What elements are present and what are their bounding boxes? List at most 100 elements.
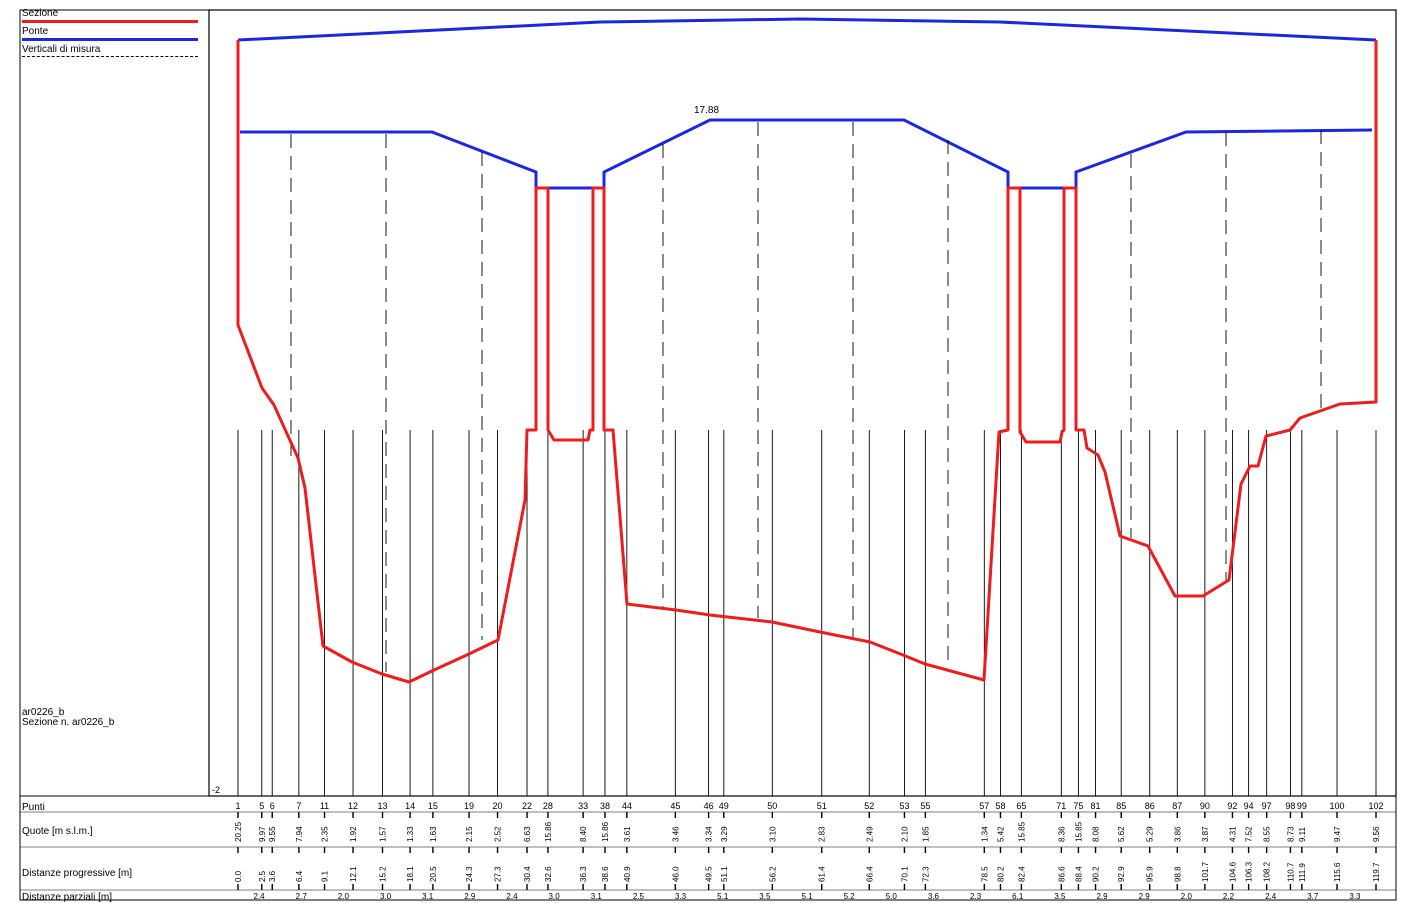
- point-elevation: 1.63: [429, 826, 438, 842]
- legend-swatch: [22, 56, 198, 57]
- point-elevation: 7.52: [1245, 826, 1254, 842]
- legend-label: Sezione: [22, 8, 59, 19]
- point-progressive-distance: 49.5: [705, 866, 714, 882]
- point-elevation: 1.33: [406, 826, 415, 842]
- riverbed-section: [236, 40, 1378, 684]
- point-elevation: 20.25: [234, 821, 243, 842]
- legend-label: Verticali di misura: [22, 44, 101, 55]
- point-elevation: 9.55: [268, 826, 277, 842]
- point-elevation: 6.63: [523, 826, 532, 842]
- point-number: 99: [1297, 801, 1307, 811]
- partial-distance: 3.3: [1349, 892, 1361, 901]
- point-number: 13: [378, 801, 388, 811]
- point-elevation: 15.86: [544, 821, 553, 842]
- point-number: 58: [995, 801, 1005, 811]
- section-identification: ar0226_b Sezione n. ar0226_b: [22, 708, 114, 728]
- point-elevation: 9.11: [1298, 826, 1307, 842]
- point-progressive-distance: 106.3: [1245, 861, 1254, 882]
- point-progressive-distance: 32.6: [544, 866, 553, 882]
- partial-distance: 3.1: [422, 892, 434, 901]
- point-progressive-distance: 111.9: [1298, 863, 1307, 882]
- point-elevation: 3.87: [1201, 826, 1210, 842]
- point-number: 97: [1262, 801, 1272, 811]
- point-elevation: 1.85: [921, 826, 930, 842]
- point-elevation: 2.83: [818, 826, 827, 842]
- point-progressive-distance: 82.4: [1017, 866, 1026, 882]
- point-progressive-distance: 51.1: [720, 866, 729, 882]
- partial-distance: 2.9: [1139, 892, 1151, 901]
- point-elevation: 5.29: [1146, 826, 1155, 842]
- legend-item-bridge: Ponte: [22, 26, 202, 44]
- partial-distance: 2.7: [296, 892, 308, 901]
- partial-distance: 2.2: [1223, 892, 1235, 901]
- point-elevation: 2.10: [900, 826, 909, 842]
- partial-distance: 3.5: [759, 892, 771, 901]
- y-min-label: -2: [212, 785, 220, 795]
- partial-distance: 5.2: [844, 892, 856, 901]
- plot-area-frame: [208, 9, 1397, 797]
- point-number: 15: [428, 801, 438, 811]
- point-elevation: 8.36: [1057, 826, 1066, 842]
- point-elevation: 3.34: [705, 826, 714, 842]
- point-number: 57: [979, 801, 989, 811]
- point-progressive-distance: 20.5: [429, 866, 438, 882]
- partial-distance: 5.1: [717, 892, 729, 901]
- point-progressive-distance: 36.3: [579, 866, 588, 882]
- point-progressive-distance: 38.6: [601, 866, 610, 882]
- point-progressive-distance: 98.8: [1173, 866, 1182, 882]
- legend-swatch: [22, 38, 198, 41]
- partial-distance: 2.4: [1265, 892, 1277, 901]
- point-progressive-distance: 110.7: [1286, 862, 1295, 882]
- partial-distance: 3.6: [928, 892, 940, 901]
- point-number: 53: [899, 801, 909, 811]
- point-elevation: 9.97: [258, 826, 267, 842]
- point-elevation: 1.92: [349, 826, 358, 842]
- point-elevation: 8.08: [1092, 826, 1101, 842]
- partial-distance: 3.0: [380, 892, 392, 901]
- section-title: Sezione n. ar0226_b: [22, 717, 115, 728]
- point-number: 14: [405, 801, 415, 811]
- point-progressive-distance: 15.2: [379, 866, 388, 882]
- point-progressive-distance: 80.2: [996, 866, 1005, 882]
- point-number: 81: [1091, 801, 1101, 811]
- legend-item-section: Sezione: [22, 8, 202, 26]
- partial-distance: 6.1: [1012, 892, 1024, 901]
- legend-item-verticals: Verticali di misura: [22, 44, 202, 62]
- point-elevation: 2.52: [494, 826, 503, 842]
- point-number: 50: [767, 801, 777, 811]
- point-number: 75: [1073, 801, 1083, 811]
- deck-peak-label: 17.88: [694, 105, 719, 116]
- partial-distance: 2.4: [506, 892, 518, 901]
- terrain-verticals: [237, 430, 1377, 796]
- point-number: 55: [920, 801, 930, 811]
- point-progressive-distance: 30.4: [523, 866, 532, 882]
- partial-distance: 2.5: [633, 892, 645, 901]
- point-progressive-distance: 70.1: [900, 866, 909, 882]
- point-elevation: 8.73: [1286, 826, 1295, 842]
- point-number: 28: [543, 801, 553, 811]
- point-progressive-distance: 86.6: [1057, 866, 1066, 882]
- point-elevation: 8.55: [1263, 826, 1272, 842]
- section-code: ar0226_b: [22, 707, 65, 718]
- point-number: 98: [1285, 801, 1295, 811]
- point-progressive-distance: 88.4: [1074, 866, 1083, 882]
- partial-distance: 5.0: [886, 892, 898, 901]
- point-elevation: 1.57: [379, 826, 388, 842]
- section-profile: [236, 40, 1378, 684]
- point-elevation: 3.86: [1173, 826, 1182, 842]
- point-progressive-distance: 24.3: [465, 866, 474, 882]
- point-progressive-distance: 6.4: [295, 870, 304, 882]
- partial-distance: 3.7: [1307, 892, 1319, 901]
- point-elevation: 15.85: [1074, 821, 1083, 842]
- point-progressive-distance: 46.0: [671, 866, 680, 882]
- point-elevation: 5.42: [996, 826, 1005, 842]
- point-number: 86: [1145, 801, 1155, 811]
- point-progressive-distance: 9.1: [321, 870, 330, 882]
- row-label-progressive: Distanze progressive [m]: [22, 868, 133, 879]
- point-number: 90: [1200, 801, 1210, 811]
- point-number: 22: [522, 801, 532, 811]
- partial-distance: 2.3: [970, 892, 982, 901]
- point-elevation: 2.15: [465, 826, 474, 842]
- legend-label: Ponte: [22, 26, 49, 37]
